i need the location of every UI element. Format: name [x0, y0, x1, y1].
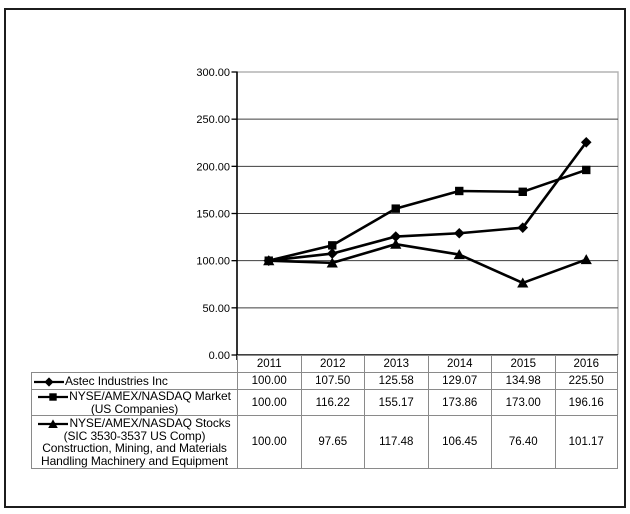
series-name-label: NYSE/AMEX/NASDAQ Stocks (SIC 3530-3537 U… [34, 417, 235, 467]
series-name-label: NYSE/AMEX/NASDAQ Market (US Companies) [34, 390, 235, 415]
value-cell-2012-series3: 97.65 [300, 415, 364, 469]
value-cell-2011-series3: 100.00 [237, 415, 301, 469]
y-axis-label-200: 200.00 [196, 161, 230, 173]
y-axis-label-250: 250.00 [196, 114, 230, 126]
value-cell-2015-series2: 173.00 [491, 389, 555, 415]
y-axis-label-300: 300.00 [196, 67, 230, 79]
diamond-marker-2014-astec-industri [453, 227, 465, 239]
performance-data-table: 2011 2012 2013 2014 2015 2016 Astec Industries… [31, 355, 618, 469]
triangle-marker-2012-nyse-amex-nasd [326, 257, 338, 268]
y-axis-label-0: 0.00 [209, 350, 230, 362]
legend-key-triangle-icon [38, 419, 69, 428]
diamond-marker-2015-astec-industri [517, 222, 529, 233]
square-marker-2016-nyse-amex-nasd [582, 165, 591, 175]
diamond-marker-2016-astec-industri [580, 136, 592, 148]
year-header-2016: 2016 [554, 355, 618, 372]
value-cell-2011-series2: 100.00 [237, 389, 301, 415]
year-header-2012: 2012 [300, 355, 364, 372]
value-cell-2016-series1: 225.50 [554, 372, 618, 389]
value-cell-2011-series1: 100.00 [237, 372, 301, 389]
square-marker-2013-nyse-amex-nasd [391, 204, 400, 213]
series-name-label: Astec Industries Inc [34, 375, 235, 388]
triangle-marker-2015-nyse-amex-nasd [517, 277, 529, 288]
year-header-2013: 2013 [364, 355, 428, 372]
value-cell-2013-series3: 117.48 [364, 415, 428, 469]
triangle-marker-2014-nyse-amex-nasd [453, 249, 465, 260]
legend-key-diamond-icon [34, 377, 64, 387]
y-axis-label-50: 50.00 [202, 303, 230, 315]
legend-key-square-icon [38, 393, 69, 401]
value-cell-2012-series2: 116.22 [300, 389, 364, 415]
triangle-marker-2013-nyse-amex-nasd [390, 238, 402, 249]
square-marker-2012-nyse-amex-nasd [328, 241, 337, 250]
value-cell-2013-series1: 125.58 [364, 372, 428, 389]
y-axis-label-150: 150.00 [196, 209, 230, 221]
value-cell-2014-series1: 129.07 [427, 372, 491, 389]
value-cell-2015-series1: 134.98 [491, 372, 555, 389]
legend-cell-nyse-amex-nasdaq-stocks-sic-35: NYSE/AMEX/NASDAQ Stocks (SIC 3530-3537 U… [31, 415, 237, 469]
legend-cell-nyse-amex-nasdaq-market-us-com: NYSE/AMEX/NASDAQ Market (US Companies) [31, 389, 237, 415]
value-cell-2012-series1: 107.50 [300, 372, 364, 389]
value-cell-2015-series3: 76.40 [491, 415, 555, 469]
y-axis-label-100: 100.00 [196, 256, 230, 268]
value-cell-2014-series3: 106.45 [427, 415, 491, 469]
series-line-nyse-amex-nasdaq-stocks-sic-3530-3537-us-c [268, 242, 587, 285]
square-marker-2015-nyse-amex-nasd [518, 187, 527, 197]
year-header-2014: 2014 [427, 355, 491, 372]
value-cell-2014-series2: 173.86 [427, 389, 491, 415]
triangle-marker-2016-nyse-amex-nasd [580, 254, 592, 265]
series-line-astec-industries-inc [268, 141, 588, 262]
year-header-2011: 2011 [237, 355, 301, 372]
value-cell-2013-series2: 155.17 [364, 389, 428, 415]
legend-cell-astec-industries-inc: Astec Industries Inc [31, 372, 237, 389]
year-header-2015: 2015 [491, 355, 555, 372]
diamond-marker-2013-astec-industri [390, 231, 402, 242]
value-cell-2016-series3: 101.17 [554, 415, 618, 469]
triangle-marker-2011-nyse-amex-nasd [263, 255, 275, 266]
table-corner-spacer [31, 355, 237, 372]
series-line-nyse-amex-nasdaq-market-us-companies [268, 168, 587, 262]
square-marker-2014-nyse-amex-nasd [455, 186, 464, 196]
value-cell-2016-series2: 196.16 [554, 389, 618, 415]
diamond-marker-2012-astec-industri [326, 248, 338, 259]
